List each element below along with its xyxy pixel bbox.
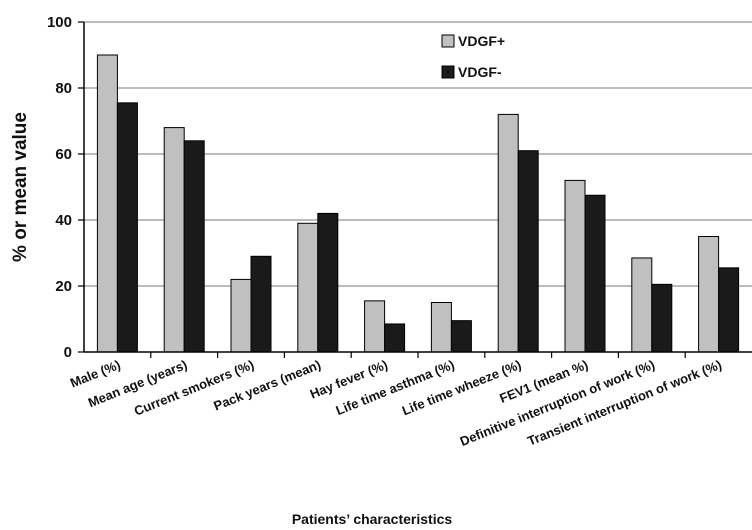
legend-label: VDGF+ <box>458 33 505 49</box>
bar-vdgf-7 <box>497 113 519 353</box>
x-axis-title: Patients’ characteristics <box>292 511 453 527</box>
y-tick-label: 40 <box>55 212 72 229</box>
bar-vdgf-6 <box>450 320 472 353</box>
legend: VDGF+ VDGF- <box>441 33 505 80</box>
bar-vdgf-7 <box>517 150 539 353</box>
bar-vdgf-8 <box>564 179 586 353</box>
x-tick-label: Life time asthma (%) <box>334 357 457 418</box>
bar-vdgf-6 <box>430 302 452 353</box>
bar-vdgf-4 <box>317 212 339 353</box>
bar-vdgf-10 <box>718 267 740 353</box>
bar-vdgf-5 <box>384 323 406 353</box>
bar-vdgf-2 <box>183 140 205 353</box>
y-axis-title: % or mean value <box>10 112 31 262</box>
bar-vdgf-2 <box>163 127 185 353</box>
bar-vdgf-1 <box>96 54 118 353</box>
bar-vdgf-8 <box>584 194 606 353</box>
bar-vdgf-1 <box>116 102 138 353</box>
y-tick-label: 80 <box>55 80 72 97</box>
y-tick-label: 100 <box>47 14 72 31</box>
x-tick-labels: Male (%)Mean age (years)Current smokers … <box>68 352 724 449</box>
y-tick-labels: 0 20 40 60 80 100 <box>47 14 84 361</box>
y-tick-label: 20 <box>55 278 72 295</box>
bars <box>96 54 740 353</box>
bar-vdgf-3 <box>230 278 252 353</box>
legend-swatch <box>441 34 455 48</box>
legend-label: VDGF- <box>458 64 502 80</box>
y-tick-label: 0 <box>64 344 72 361</box>
x-tick-label: Current smokers (%) <box>132 357 256 419</box>
bar-vdgf-10 <box>698 236 720 353</box>
bar-vdgf-5 <box>364 300 386 353</box>
legend-swatch <box>441 65 455 79</box>
bar-vdgf-3 <box>250 255 272 353</box>
bar-vdgf-9 <box>631 257 653 353</box>
bar-vdgf-4 <box>297 222 319 353</box>
x-tick-label: Life time wheeze (%) <box>400 357 524 419</box>
bar-vdgf-9 <box>651 283 673 353</box>
y-tick-label: 60 <box>55 146 72 163</box>
